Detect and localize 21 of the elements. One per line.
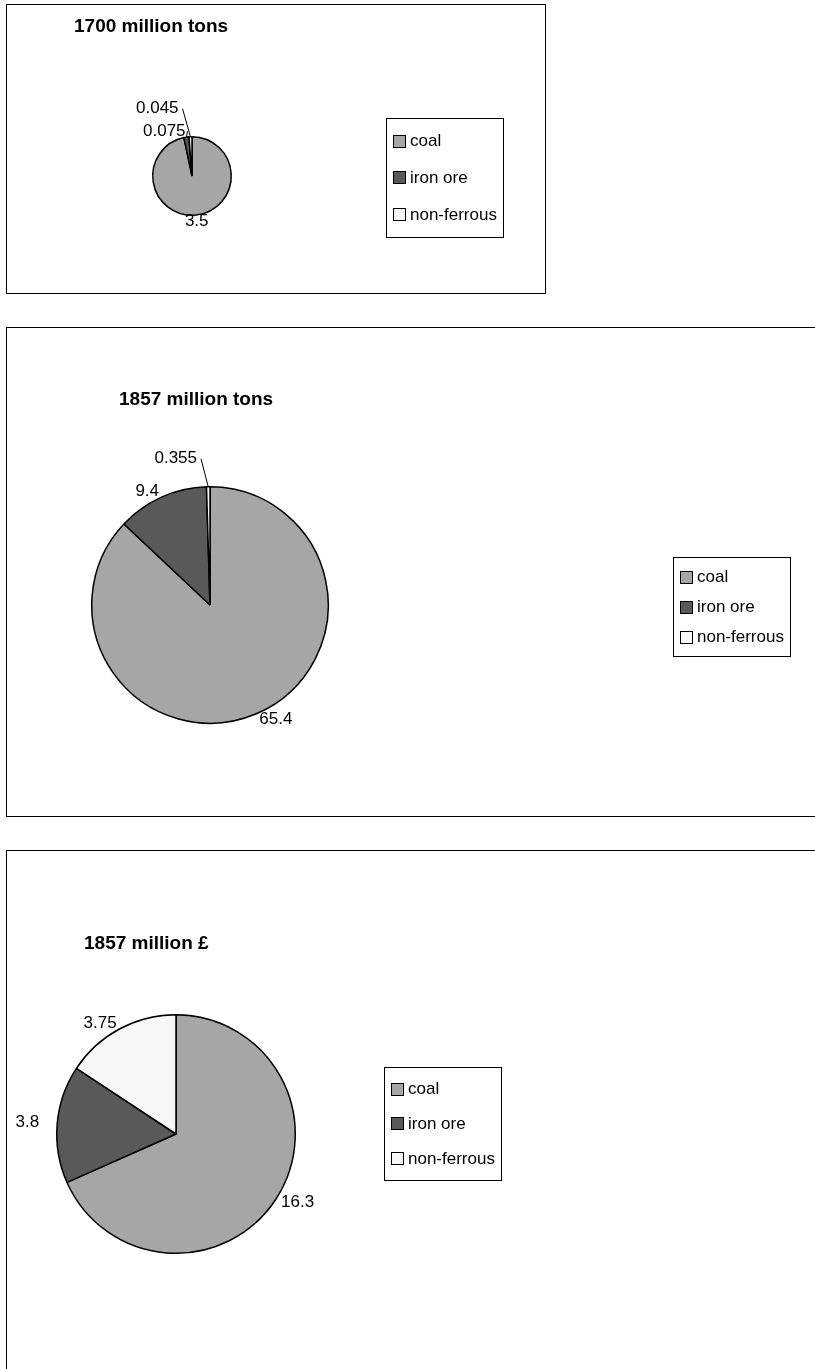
data-label: 3.8 [15, 1112, 40, 1132]
legend-label: iron ore [697, 597, 755, 617]
legend-label: coal [410, 131, 442, 152]
legend-label: coal [697, 567, 729, 587]
chart-title: 1700 million tons [74, 15, 229, 37]
data-label: 0.355 [154, 448, 198, 468]
legend-label: non-ferrous [697, 627, 784, 647]
data-label: 3.75 [83, 1013, 117, 1033]
legend-label: non-ferrous [408, 1148, 495, 1169]
legend-label: iron ore [410, 167, 468, 188]
data-label: 16.3 [281, 1191, 315, 1211]
data-label: 0.075 [143, 120, 186, 140]
chart-title: 1857 million tons [119, 388, 274, 410]
legend-label: non-ferrous [410, 204, 497, 225]
chart-title: 1857 million £ [84, 932, 209, 954]
data-label: 9.4 [135, 481, 160, 501]
legend-label: iron ore [408, 1113, 466, 1134]
data-label: 0.045 [136, 98, 179, 118]
data-label: 3.5 [184, 210, 209, 230]
legend-label: coal [408, 1079, 440, 1100]
data-label: 65.4 [259, 708, 293, 728]
